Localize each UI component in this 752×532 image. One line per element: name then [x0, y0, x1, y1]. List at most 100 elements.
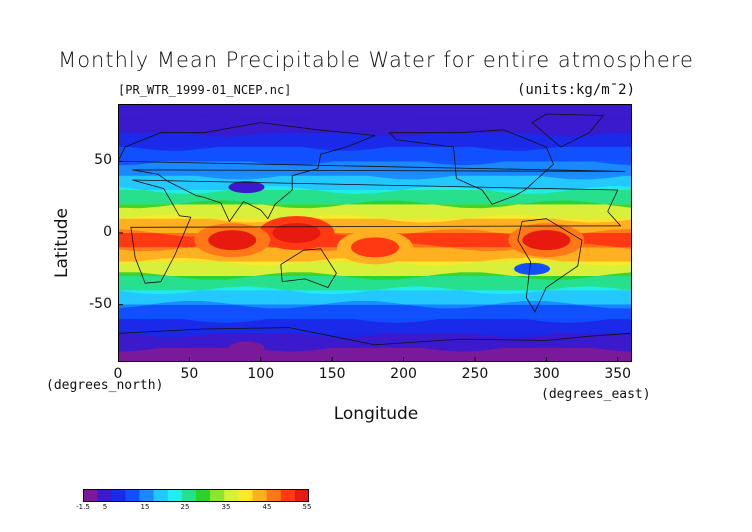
colorbar-swatch	[83, 489, 89, 502]
colorbar-swatch	[200, 489, 206, 502]
contour-transition-15	[118, 200, 632, 209]
colorbar-swatch	[224, 489, 230, 502]
units-label: (units:kg/m¯2)	[517, 82, 636, 98]
colorbar-swatch	[196, 489, 202, 502]
contour-transition--75	[118, 329, 632, 338]
colorbar-swatch	[163, 489, 169, 502]
latitude-band-25	[118, 190, 632, 205]
colorbar-tick-label: 55	[302, 503, 312, 511]
colorbar-swatch	[252, 489, 258, 502]
latitude-band-85	[118, 104, 632, 119]
contour-transition-65	[118, 128, 632, 137]
colorbar-tick-label: 45	[262, 503, 272, 511]
colorbar-swatch	[153, 489, 159, 502]
map-plot-area	[118, 104, 632, 362]
colorbar-swatch	[290, 489, 296, 502]
latitude-band-55	[118, 147, 632, 162]
y-axis-units: (degrees_north)	[46, 378, 164, 393]
colorbar-swatch	[144, 489, 150, 502]
colorbar-swatch	[214, 489, 220, 502]
y-axis-label: Latitude	[52, 208, 72, 278]
colorbar-swatch	[210, 489, 216, 502]
greenland-outline	[531, 113, 605, 148]
region-min-2	[228, 341, 265, 354]
y-tick-label: 0	[103, 224, 112, 240]
colorbar-swatch	[181, 489, 187, 502]
x-tick-label: 100	[247, 366, 275, 382]
colorbar-swatch	[158, 489, 164, 502]
x-tick-label: 250	[461, 366, 489, 382]
latitude-band-35	[118, 175, 632, 191]
x-tick-label: 50	[180, 366, 199, 382]
region-min-0	[228, 181, 265, 194]
colorbar-tick-label: -1.5	[76, 503, 90, 511]
latitude-band--55	[118, 304, 632, 320]
contour-transition-55	[118, 143, 632, 151]
colorbar-swatch	[285, 489, 291, 502]
latitude-band--25	[118, 261, 632, 277]
colorbar-tick-label: 15	[140, 503, 150, 511]
colorbar-swatch	[148, 489, 154, 502]
colorbar-tick-label: 5	[102, 503, 108, 511]
contour-transition--85	[118, 343, 632, 352]
colorbar-swatch	[139, 489, 145, 502]
region-max-2	[522, 230, 571, 251]
colorbar-swatch	[87, 489, 93, 502]
colorbar-swatch	[219, 489, 225, 502]
colorbar-swatch	[257, 489, 263, 502]
colorbar-swatch	[299, 489, 305, 502]
colorbar-swatch	[92, 489, 98, 502]
region-max-3	[351, 237, 399, 258]
colorbar-swatch	[134, 489, 140, 502]
colorbar-swatch	[205, 489, 211, 502]
eurasia-outline	[118, 122, 625, 223]
file-label: [PR_WTR_1999-01_NCEP.nc]	[118, 83, 292, 97]
region-max-1	[208, 230, 257, 251]
x-axis-units: (degrees_east)	[541, 387, 651, 402]
colorbar-swatch	[130, 489, 136, 502]
x-tick-label: 200	[390, 366, 417, 382]
africa-outline	[130, 179, 622, 284]
colorbar-swatch	[106, 489, 112, 502]
colorbar-swatch	[280, 489, 286, 502]
contour-transition-5	[118, 214, 632, 223]
x-tick-label: 150	[318, 366, 346, 382]
chart-title: Monthly Mean Precipitable Water for enti…	[58, 48, 694, 72]
contour-transition--35	[118, 272, 632, 280]
contour-transition-45	[118, 157, 632, 166]
colorbar-tick-label: 35	[221, 503, 231, 511]
colorbar-swatches	[83, 489, 310, 502]
south-america-outline	[517, 218, 583, 313]
latitude-band-75	[118, 118, 632, 134]
colorbar-swatch	[228, 489, 234, 502]
colorbar-swatch	[294, 489, 300, 502]
colorbar-swatch	[243, 489, 249, 502]
colorbar-swatch	[247, 489, 253, 502]
colorbar	[83, 487, 310, 502]
y-tick-label: 50	[94, 152, 112, 169]
region-max-0	[272, 223, 321, 243]
colorbar-swatch	[172, 489, 178, 502]
colorbar-swatch	[191, 489, 197, 502]
region-min-1	[514, 262, 551, 275]
latitude-band-45	[118, 161, 632, 177]
contour-transition--55	[118, 300, 632, 309]
colorbar-swatch	[167, 489, 173, 502]
latitude-band--85	[118, 347, 632, 362]
x-axis-label: Longitude	[333, 404, 419, 424]
colorbar-swatch	[271, 489, 277, 502]
colorbar-swatch	[304, 489, 310, 502]
precipitable-water-map	[118, 104, 632, 362]
x-tick-label: 0	[113, 366, 123, 382]
contour-transition--45	[118, 286, 632, 295]
colorbar-frame	[83, 489, 309, 502]
colorbar-swatch	[125, 489, 131, 502]
contour-transition--65	[118, 315, 632, 323]
colorbar-swatch	[120, 489, 126, 502]
colorbar-swatch	[177, 489, 183, 502]
colorbar-swatch	[276, 489, 282, 502]
colorbar-swatch	[186, 489, 192, 502]
colorbar-swatch	[115, 489, 121, 502]
x-tick-label: 350	[604, 366, 632, 382]
colorbar-swatch	[97, 489, 103, 502]
